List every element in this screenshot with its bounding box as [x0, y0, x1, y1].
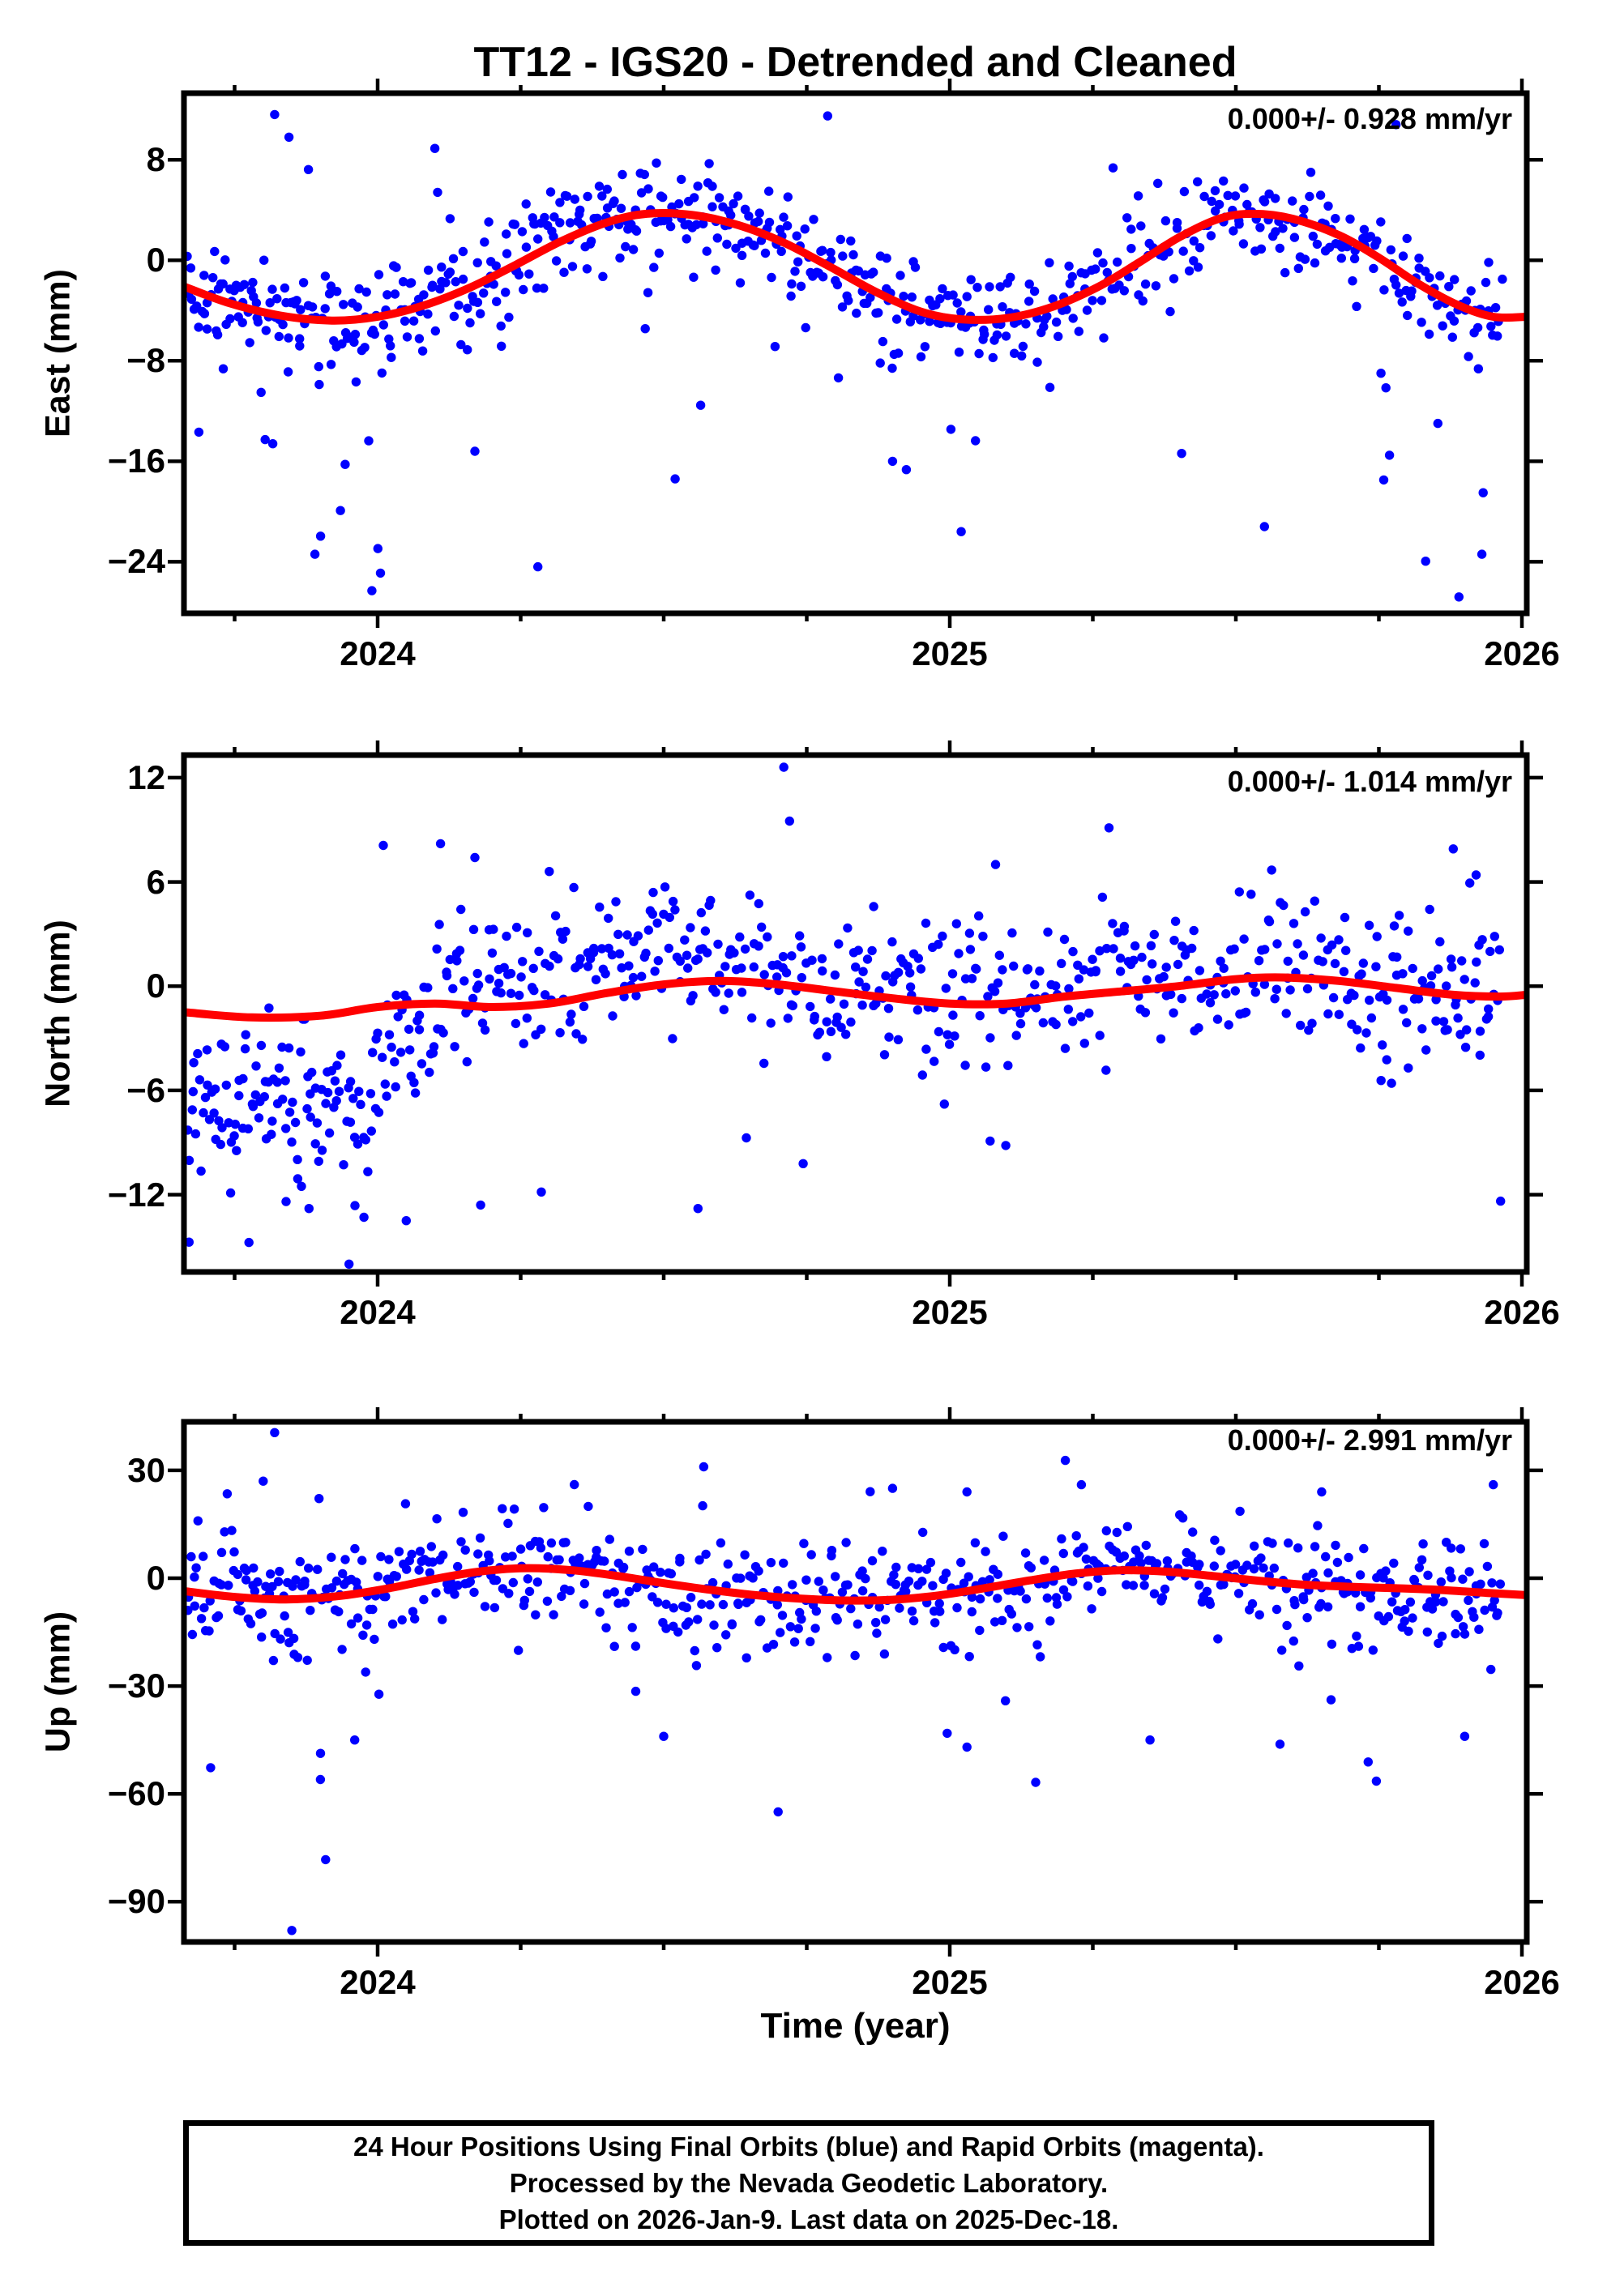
east-fit-curve: [184, 209, 1527, 325]
up-y-tick-label: 30: [127, 1450, 165, 1489]
north-fit-curve: [184, 973, 1527, 1022]
east-y-tick-label: −24: [107, 542, 165, 581]
east-x-tick-label: 2025: [912, 634, 988, 672]
up-y-tick-label: 0: [146, 1558, 165, 1597]
east-y-tick-label: 8: [146, 140, 165, 179]
footer-line-plotted: Plotted on 2026-Jan-9. Last data on 2025…: [498, 2204, 1119, 2234]
north-y-tick-label: −12: [107, 1175, 165, 1214]
footer-line-processed: Processed by the Nevada Geodetic Laborat…: [509, 2168, 1109, 2198]
north-axis-ticks: [168, 740, 1543, 1287]
up-x-tick-label: 2025: [912, 1963, 988, 2001]
north-scatter-points: [184, 762, 1506, 1270]
up-frame: [181, 1419, 1530, 1945]
east-axis-ticks: [168, 79, 1543, 628]
page-title: TT12 - IGS20 - Detrended and Cleaned: [473, 39, 1237, 86]
north-panel: [168, 740, 1543, 1287]
east-frame: [181, 90, 1530, 617]
north-rate-annotation: 0.000+/- 1.014 mm/yr: [1227, 765, 1512, 798]
north-y-tick-label: −6: [126, 1070, 165, 1109]
east-x-tick-label: 2026: [1484, 634, 1560, 672]
east-y-tick-label: −8: [126, 341, 165, 380]
north-x-tick-label: 2024: [340, 1293, 416, 1331]
up-scatter-points: [184, 1428, 1506, 1935]
north-y-tick-label: 6: [146, 862, 165, 901]
up-panel: [168, 1407, 1543, 1957]
east-x-tick-label: 2024: [340, 634, 416, 672]
footer-note-box: 24 Hour Positions Using Final Orbits (bl…: [183, 2120, 1434, 2246]
north-x-tick-label: 2025: [912, 1293, 988, 1331]
footer-line-orbits: 24 Hour Positions Using Final Orbits (bl…: [353, 2132, 1264, 2162]
east-rate-annotation: 0.000+/- 0.928 mm/yr: [1227, 102, 1512, 135]
up-y-tick-label: −90: [107, 1882, 165, 1921]
north-frame: [181, 752, 1530, 1275]
up-y-tick-label: −30: [107, 1667, 165, 1705]
up-x-tick-label: 2024: [340, 1963, 416, 2001]
east-y-tick-label: −16: [107, 442, 165, 480]
up-x-tick-label: 2026: [1484, 1963, 1560, 2001]
time-axis-label: Time (year): [760, 2006, 951, 2046]
east-panel: [168, 79, 1543, 628]
east-scatter-points: [184, 109, 1507, 602]
north-y-tick-label: 0: [146, 967, 165, 1005]
up-rate-annotation: 0.000+/- 2.991 mm/yr: [1227, 1423, 1512, 1457]
north-x-tick-label: 2026: [1484, 1293, 1560, 1331]
up-axis-ticks: [168, 1407, 1543, 1957]
up-fit-curve: [184, 1564, 1527, 1605]
east-y-tick-label: 0: [146, 241, 165, 280]
north-y-tick-label: 12: [127, 758, 165, 796]
up-y-tick-label: −60: [107, 1774, 165, 1813]
